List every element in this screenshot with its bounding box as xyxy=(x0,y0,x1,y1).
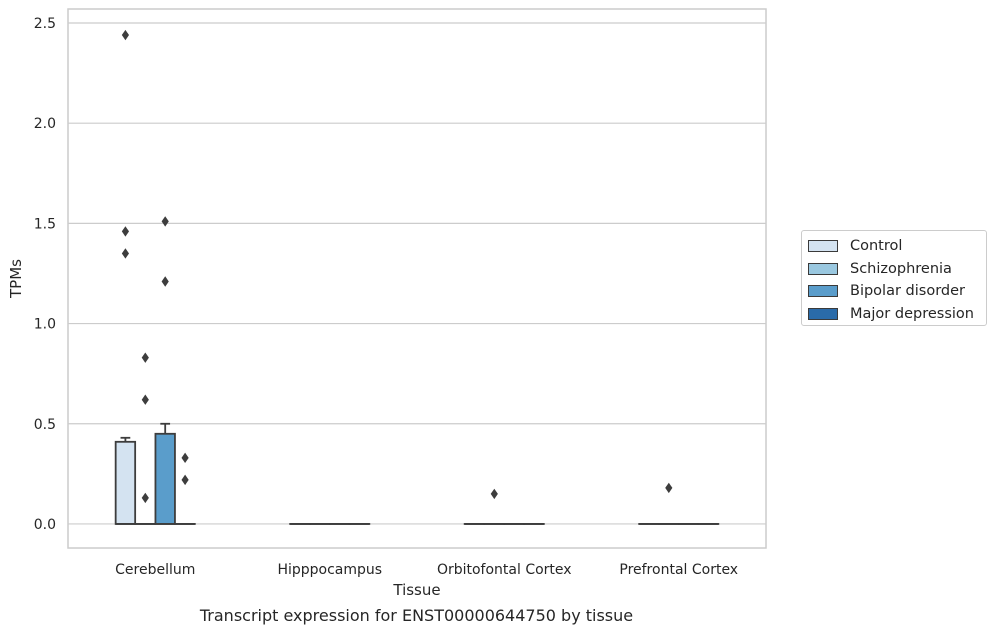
x-tick-label: Cerebellum xyxy=(115,562,195,578)
box-body xyxy=(114,440,137,525)
x-tick-label: Prefrontal Cortex xyxy=(619,562,738,578)
y-axis-label: TPMs xyxy=(7,259,25,299)
outlier-point xyxy=(181,452,189,464)
figure-caption: Transcript expression for ENST0000064475… xyxy=(199,606,634,625)
outlier-point xyxy=(141,352,149,363)
legend-label: Major depression xyxy=(850,305,974,322)
y-tick-label: 1.0 xyxy=(34,317,56,333)
outlier-point xyxy=(141,394,149,405)
outlier-point xyxy=(665,482,673,494)
legend-swatch xyxy=(808,285,838,298)
legend-swatch xyxy=(808,307,838,320)
x-tick-labels: Cerebellum Hipppocampus Orbitofontal Corte… xyxy=(115,562,738,578)
legend-label: Bipolar disorder xyxy=(850,283,965,300)
legend: Control Schizophrenia Bipolar disorder Majo… xyxy=(801,230,987,326)
outlier-point xyxy=(121,29,130,41)
box-major-depression xyxy=(174,452,196,525)
y-tick-label: 1.5 xyxy=(34,216,56,232)
box-schizophrenia xyxy=(134,352,156,525)
legend-item: Bipolar disorder xyxy=(808,280,986,303)
legend-item: Control xyxy=(808,235,986,258)
plot-frame xyxy=(67,8,767,549)
legend-item: Major depression xyxy=(808,303,986,326)
outlier-point xyxy=(490,488,498,500)
outlier-point xyxy=(121,226,130,237)
y-tick-labels: 0.0 0.5 1.0 1.5 2.0 2.5 xyxy=(34,16,56,533)
box-schizophrenia xyxy=(658,482,680,525)
outlier-point xyxy=(161,216,169,227)
legend-swatch xyxy=(808,262,838,275)
legend-label: Control xyxy=(850,238,903,255)
outlier-point xyxy=(141,492,149,504)
y-tick-label: 0.0 xyxy=(34,517,56,533)
x-tick-label: Orbitofontal Cortex xyxy=(437,562,572,578)
x-axis-label: Tissue xyxy=(392,581,440,599)
legend-item: Schizophrenia xyxy=(808,258,986,281)
x-tick-label: Hipppocampus xyxy=(277,562,382,578)
outlier-point xyxy=(181,474,189,486)
y-tick-label: 2.0 xyxy=(34,116,56,132)
box-control xyxy=(114,29,137,525)
y-tick-label: 2.5 xyxy=(34,16,56,32)
box-plot-marks xyxy=(114,29,720,525)
box-schizophrenia xyxy=(483,488,505,525)
legend-label: Schizophrenia xyxy=(850,260,952,277)
outlier-point xyxy=(121,248,130,259)
legend-swatch xyxy=(808,240,838,253)
box-body xyxy=(154,432,176,525)
box-bipolar-disorder xyxy=(154,216,176,525)
outlier-point xyxy=(161,276,169,287)
y-tick-label: 0.5 xyxy=(34,417,56,433)
